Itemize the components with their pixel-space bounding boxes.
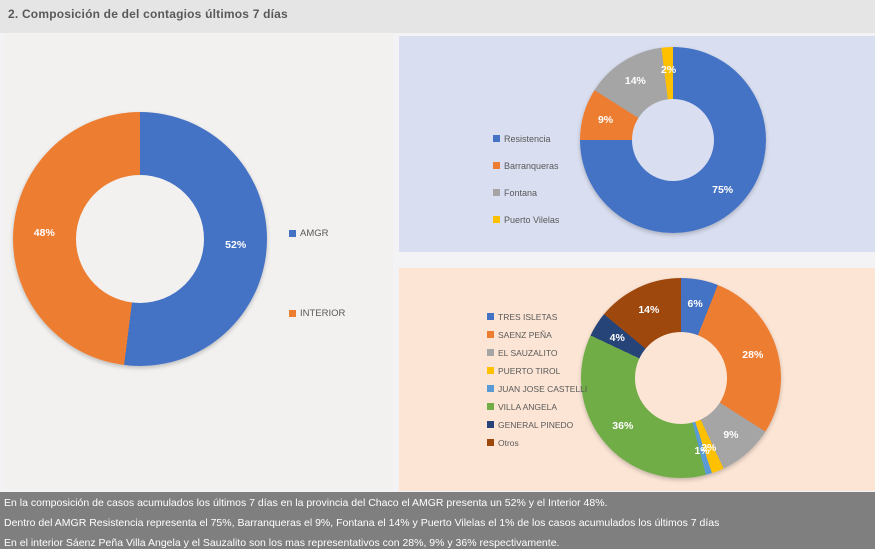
donut-hole [632,99,714,181]
slice-label: 6% [687,297,703,310]
chart-legend: Resistencia Barranqueras Fontana Puerto Vil… [493,133,559,225]
legend-swatch-icon [493,216,500,223]
legend-item: EL SAUZALITO [487,347,587,358]
slice-label: 75% [712,183,734,196]
legend-label: SAENZ PEÑA [498,329,552,340]
slice-label: 2% [701,442,717,455]
slice-label: 28% [742,348,764,361]
legend-swatch-icon [487,313,494,320]
chart-panel-interior[interactable]: 6% 28% 9% 2% 1% 36% 4% 14% TRES ISLETAS SAENZ PE… [399,268,875,491]
legend-item: AMGR [289,228,345,239]
donut-chart-provincia[interactable]: 52% 48% [13,112,267,366]
legend-item: INTERIOR [289,308,345,319]
chart-panel-amgr[interactable]: 75% 9% 14% 2% Resistencia Barranqueras Fontan… [399,36,875,252]
legend-label: Fontana [504,187,538,198]
legend-item: TRES ISLETAS [487,311,587,322]
legend-item: Puerto Vilelas [493,214,559,225]
legend-swatch-icon [493,189,500,196]
donut-chart-amgr[interactable]: 75% 9% 14% 2% [580,47,766,233]
legend-item: PUERTO TIROL [487,365,587,376]
slice-label: 9% [723,428,739,441]
legend-swatch-icon [289,310,296,317]
legend-label: INTERIOR [300,308,346,319]
legend-swatch-icon [487,439,494,446]
slice-label: 14% [624,74,646,87]
slice-label: 36% [612,420,634,433]
legend-swatch-icon [487,349,494,356]
legend-item: SAENZ PEÑA [487,329,587,340]
slice-label: 14% [638,303,660,316]
donut-hole [635,332,727,424]
legend-swatch-icon [487,385,494,392]
legend-swatch-icon [289,230,296,237]
legend-item: JUAN JOSE CASTELLI [487,383,587,394]
legend-label: Otros [498,437,519,448]
legend-label: JUAN JOSE CASTELLI [498,383,588,394]
legend-label: AMGR [300,228,329,239]
legend-item: Otros [487,437,587,448]
legend-swatch-icon [487,403,494,410]
legend-label: TRES ISLETAS [498,311,558,322]
legend-label: VILLA ANGELA [498,401,558,412]
legend-swatch-icon [493,162,500,169]
summary-line-3: En el interior Sáenz Peña Villa Angela y… [4,537,560,549]
chart-legend: TRES ISLETAS SAENZ PEÑA EL SAUZALITO PUERTO… [487,311,587,448]
legend-item: Barranqueras [493,160,559,171]
summary-line-2: Dentro del AMGR Resistencia representa e… [4,517,720,529]
legend-label: PUERTO TIROL [498,365,561,376]
legend-item: GENERAL PINEDO [487,419,587,430]
summary-line-1: En la composición de casos acumulados lo… [4,497,608,509]
legend-swatch-icon [493,135,500,142]
legend-swatch-icon [487,367,494,374]
slice-label: 2% [660,63,677,76]
donut-hole [76,175,204,303]
title-bar [0,0,875,33]
legend-label: Barranqueras [504,160,559,171]
legend-label: Puerto Vilelas [504,214,560,225]
donut-chart-interior[interactable]: 6% 28% 9% 2% 1% 36% 4% 14% [581,278,781,478]
legend-item: Resistencia [493,133,559,144]
legend-label: EL SAUZALITO [498,347,558,358]
summary-footer: En la composición de casos acumulados lo… [0,492,875,549]
legend-label: GENERAL PINEDO [498,419,574,430]
slice-label: 4% [609,331,625,344]
legend-swatch-icon [487,421,494,428]
slice-label: 1% [694,444,710,457]
slice-label: 48% [33,226,55,239]
slice-label: 52% [225,239,247,252]
legend-label: Resistencia [504,133,551,144]
legend-item: Fontana [493,187,559,198]
legend-item: VILLA ANGELA [487,401,587,412]
section-title: 2. Composición de del contagios últimos … [8,7,288,21]
slice-label: 9% [597,114,614,127]
legend-swatch-icon [487,331,494,338]
chart-legend: AMGR INTERIOR [289,228,345,319]
chart-panel-provincia[interactable]: 52% 48% AMGR INTERIOR [4,34,393,490]
